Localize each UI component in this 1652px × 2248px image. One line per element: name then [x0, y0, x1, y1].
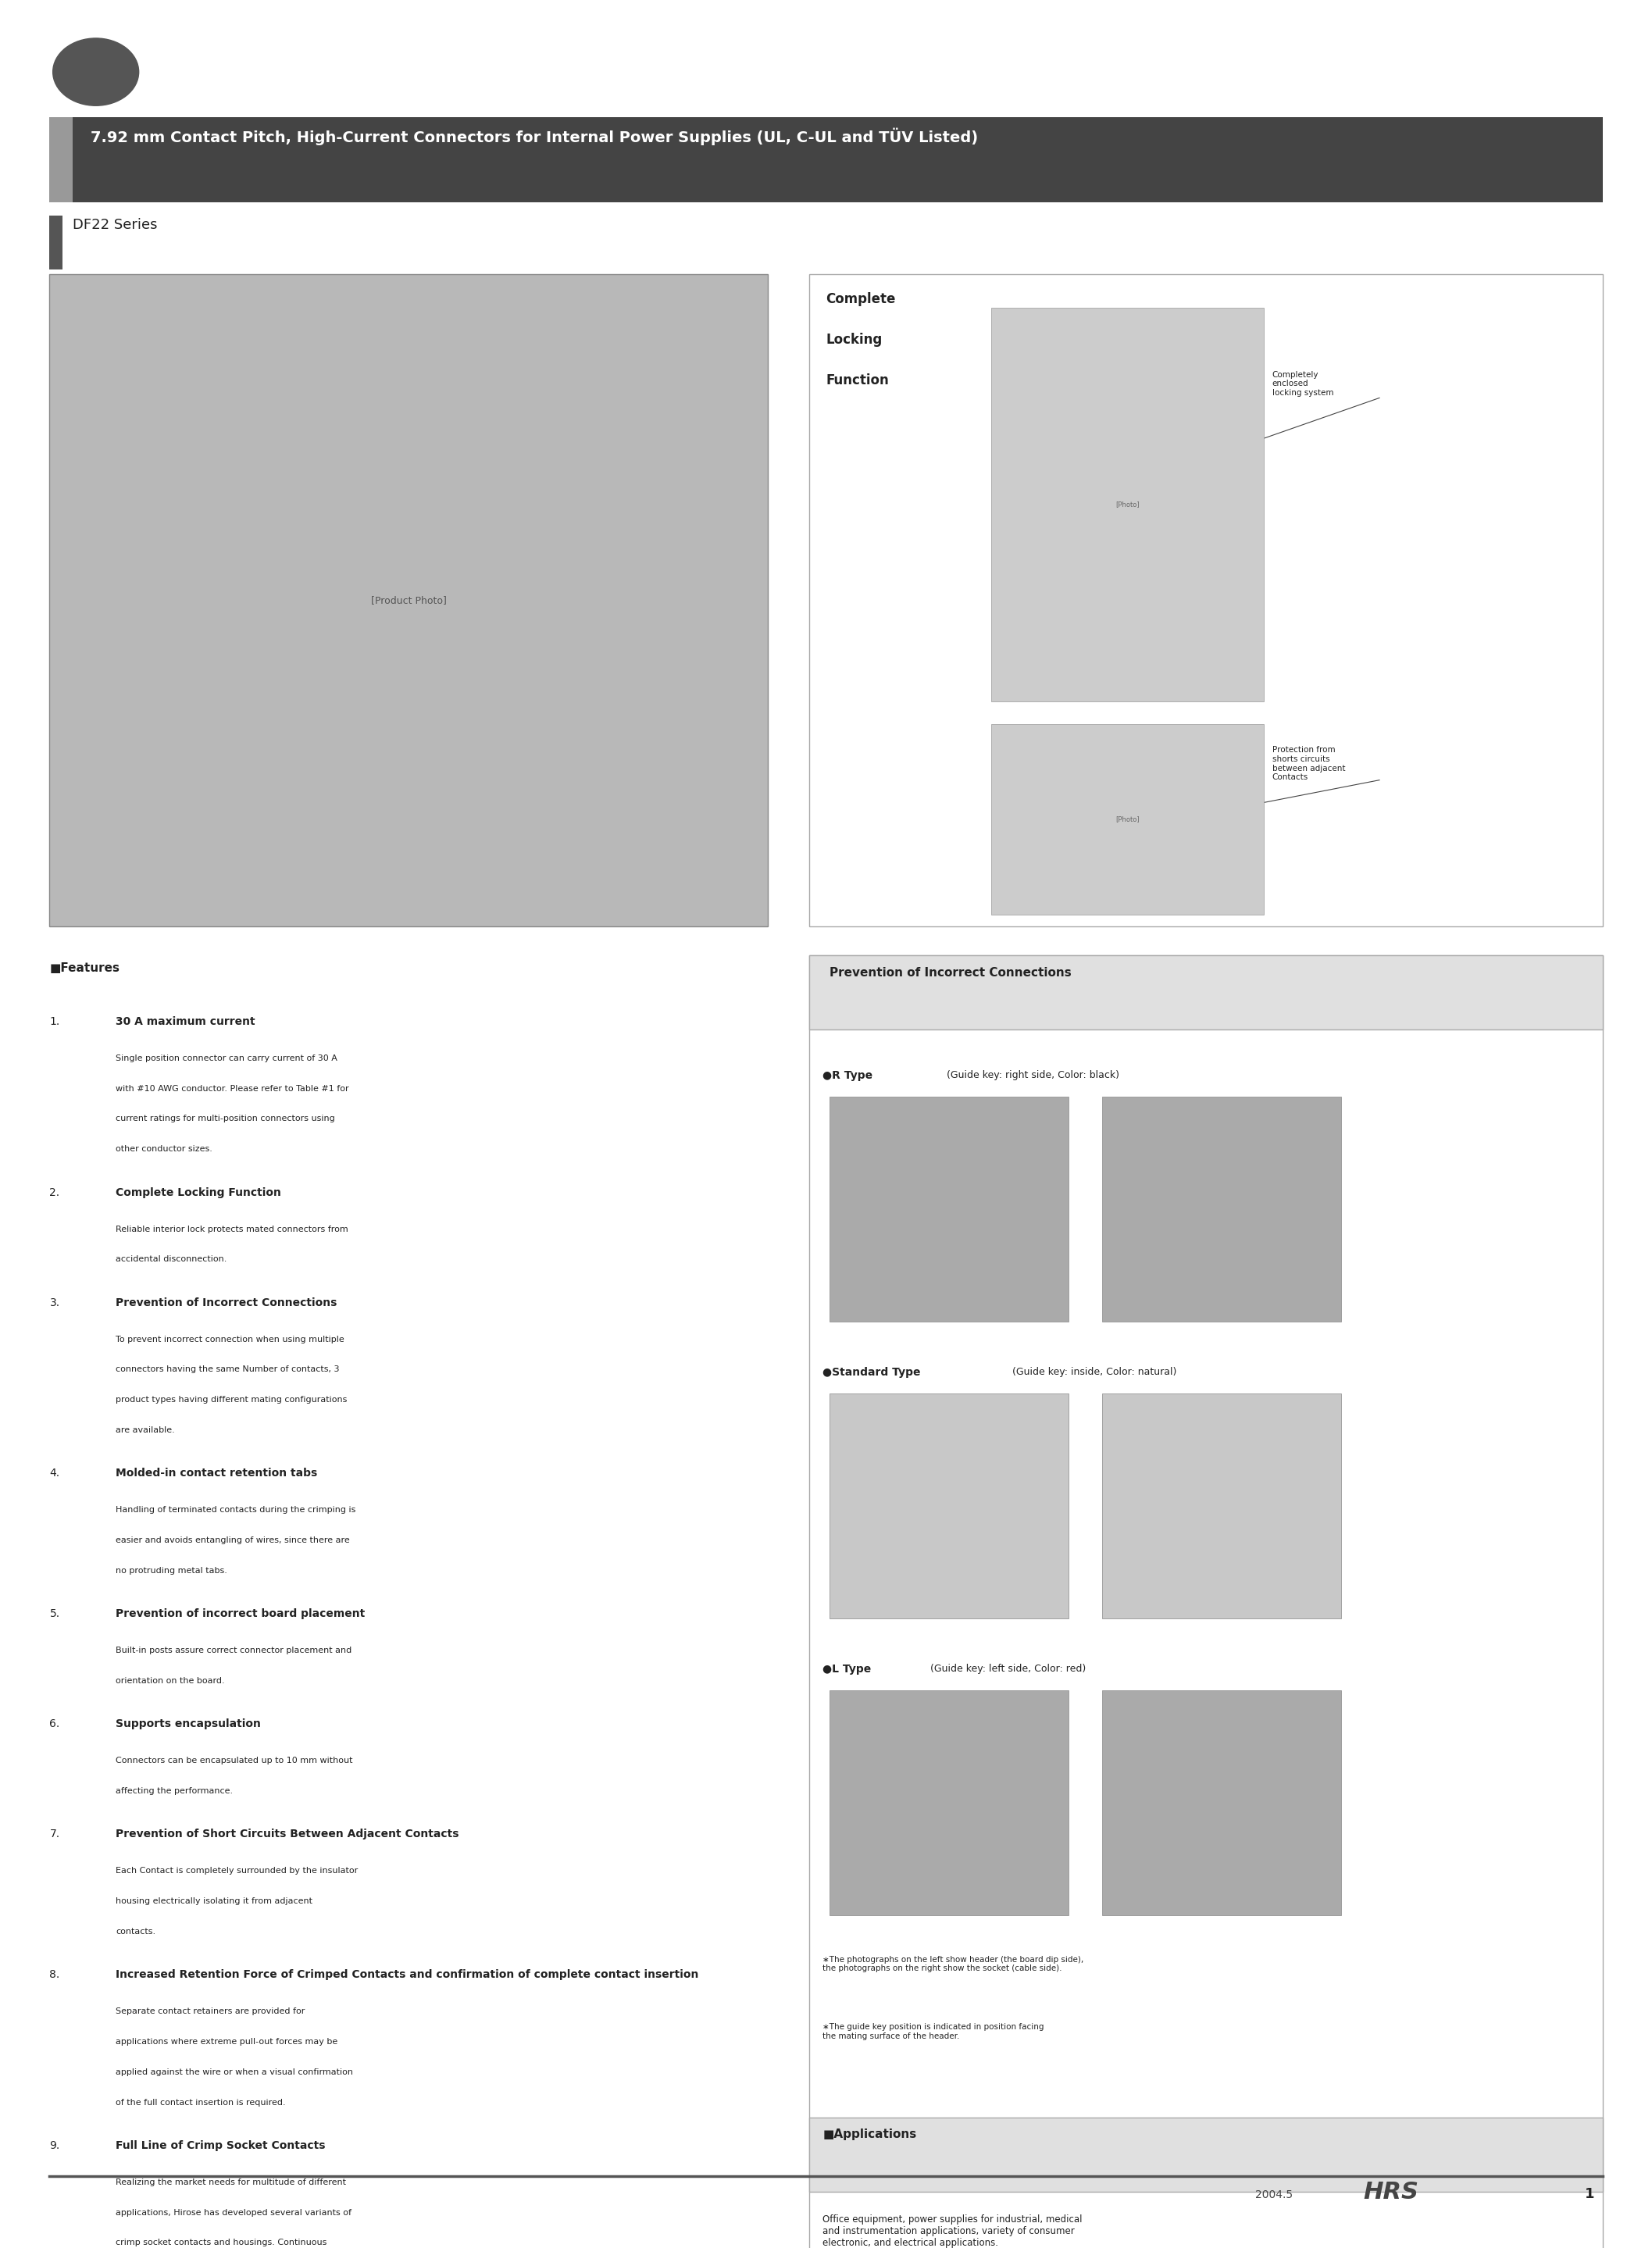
Text: current ratings for multi-position connectors using: current ratings for multi-position conne… [116, 1115, 335, 1122]
Text: 2.: 2. [50, 1187, 59, 1198]
Text: 4.: 4. [50, 1468, 59, 1479]
Text: ●L Type: ●L Type [823, 1664, 871, 1675]
FancyBboxPatch shape [50, 274, 768, 926]
Text: no protruding metal tabs.: no protruding metal tabs. [116, 1567, 228, 1574]
Text: 9.: 9. [50, 2140, 59, 2151]
Text: with #10 AWG conductor. Please refer to Table #1 for: with #10 AWG conductor. Please refer to … [116, 1086, 349, 1093]
Text: HRS: HRS [1363, 2181, 1419, 2203]
Text: Locking: Locking [826, 333, 882, 346]
Text: 5.: 5. [50, 1610, 59, 1619]
Text: applications, Hirose has developed several variants of: applications, Hirose has developed sever… [116, 2210, 352, 2217]
Text: NEW: NEW [86, 56, 106, 63]
Text: ∗The guide key position is indicated in position facing
the mating surface of th: ∗The guide key position is indicated in … [823, 2023, 1044, 2041]
FancyBboxPatch shape [809, 955, 1602, 2248]
Text: 1.: 1. [50, 1016, 59, 1027]
Text: 1: 1 [1584, 2187, 1594, 2201]
Text: 3.: 3. [50, 1297, 59, 1308]
Text: (Guide key: inside, Color: natural): (Guide key: inside, Color: natural) [1013, 1367, 1176, 1378]
Text: ■Features: ■Features [50, 962, 121, 973]
Text: Complete: Complete [826, 292, 895, 306]
Text: ●R Type: ●R Type [823, 1070, 872, 1081]
Text: [Photo]: [Photo] [1115, 816, 1140, 823]
Text: easier and avoids entangling of wires, since there are: easier and avoids entangling of wires, s… [116, 1538, 350, 1544]
Text: contacts.: contacts. [116, 1929, 155, 1936]
Text: Realizing the market needs for multitude of different: Realizing the market needs for multitude… [116, 2178, 345, 2185]
Text: Prevention of Short Circuits Between Adjacent Contacts: Prevention of Short Circuits Between Adj… [116, 1830, 459, 1839]
FancyBboxPatch shape [991, 308, 1264, 701]
Text: applied against the wire or when a visual confirmation: applied against the wire or when a visua… [116, 2068, 354, 2075]
FancyBboxPatch shape [829, 1097, 1069, 1322]
Text: crimp socket contacts and housings. Continuous: crimp socket contacts and housings. Cont… [116, 2239, 327, 2246]
FancyBboxPatch shape [1102, 1097, 1341, 1322]
Text: Protection from
shorts circuits
between adjacent
Contacts: Protection from shorts circuits between … [1272, 746, 1345, 782]
Text: Office equipment, power supplies for industrial, medical
and instrumentation app: Office equipment, power supplies for ind… [823, 2214, 1082, 2248]
Text: Single position connector can carry current of 30 A: Single position connector can carry curr… [116, 1054, 337, 1061]
FancyBboxPatch shape [809, 274, 1602, 926]
Text: 7.92 mm Contact Pitch, High-Current Connectors for Internal Power Supplies (UL, : 7.92 mm Contact Pitch, High-Current Conn… [91, 128, 978, 146]
Text: applications where extreme pull-out forces may be: applications where extreme pull-out forc… [116, 2039, 337, 2046]
Text: Handling of terminated contacts during the crimping is: Handling of terminated contacts during t… [116, 1506, 355, 1513]
Text: ∗The photographs on the left show header (the board dip side),
the photographs o: ∗The photographs on the left show header… [823, 1956, 1084, 1974]
Text: Reliable interior lock protects mated connectors from: Reliable interior lock protects mated co… [116, 1225, 349, 1232]
Text: Prevention of incorrect board placement: Prevention of incorrect board placement [116, 1610, 365, 1619]
Text: ●Standard Type: ●Standard Type [823, 1367, 920, 1378]
Text: 8.: 8. [50, 1969, 59, 1980]
FancyBboxPatch shape [1102, 1394, 1341, 1619]
Text: Each Contact is completely surrounded by the insulator: Each Contact is completely surrounded by… [116, 1868, 358, 1875]
FancyBboxPatch shape [809, 2118, 1602, 2192]
FancyBboxPatch shape [829, 1690, 1069, 1915]
Text: accidental disconnection.: accidental disconnection. [116, 1257, 226, 1263]
Text: Prevention of Incorrect Connections: Prevention of Incorrect Connections [116, 1297, 337, 1308]
Text: Supports encapsulation: Supports encapsulation [116, 1720, 261, 1729]
Text: other conductor sizes.: other conductor sizes. [116, 1146, 213, 1153]
Text: Prevention of Incorrect Connections: Prevention of Incorrect Connections [829, 967, 1070, 978]
Text: To prevent incorrect connection when using multiple: To prevent incorrect connection when usi… [116, 1335, 344, 1342]
Text: ■Applications: ■Applications [823, 2129, 917, 2140]
Text: Complete Locking Function: Complete Locking Function [116, 1187, 281, 1198]
FancyBboxPatch shape [50, 216, 63, 270]
Text: Connectors can be encapsulated up to 10 mm without: Connectors can be encapsulated up to 10 … [116, 1758, 352, 1765]
FancyBboxPatch shape [1102, 1690, 1341, 1915]
Text: 6.: 6. [50, 1720, 59, 1729]
Text: 7.: 7. [50, 1830, 59, 1839]
FancyBboxPatch shape [991, 724, 1264, 915]
Text: (Guide key: right side, Color: black): (Guide key: right side, Color: black) [947, 1070, 1118, 1081]
Text: [Product Photo]: [Product Photo] [372, 596, 446, 605]
FancyBboxPatch shape [809, 955, 1602, 1030]
Text: [Photo]: [Photo] [1115, 501, 1140, 508]
Ellipse shape [53, 38, 139, 106]
FancyBboxPatch shape [829, 1394, 1069, 1619]
Text: affecting the performance.: affecting the performance. [116, 1787, 233, 1794]
Text: Separate contact retainers are provided for: Separate contact retainers are provided … [116, 2007, 306, 2014]
Text: 30 A maximum current: 30 A maximum current [116, 1016, 254, 1027]
Text: product types having different mating configurations: product types having different mating co… [116, 1396, 347, 1403]
Text: Completely
enclosed
locking system: Completely enclosed locking system [1272, 371, 1333, 398]
Text: 2004.5: 2004.5 [1256, 2190, 1294, 2201]
Text: Molded-in contact retention tabs: Molded-in contact retention tabs [116, 1468, 317, 1479]
Text: are available.: are available. [116, 1427, 175, 1434]
Text: Full Line of Crimp Socket Contacts: Full Line of Crimp Socket Contacts [116, 2140, 325, 2151]
Text: DF22 Series: DF22 Series [73, 218, 157, 232]
Text: of the full contact insertion is required.: of the full contact insertion is require… [116, 2100, 286, 2106]
Text: connectors having the same Number of contacts, 3: connectors having the same Number of con… [116, 1367, 339, 1374]
FancyBboxPatch shape [50, 117, 73, 202]
Text: housing electrically isolating it from adjacent: housing electrically isolating it from a… [116, 1897, 312, 1904]
Text: Built-in posts assure correct connector placement and: Built-in posts assure correct connector … [116, 1648, 352, 1655]
Text: orientation on the board.: orientation on the board. [116, 1677, 225, 1684]
Text: Increased Retention Force of Crimped Contacts and confirmation of complete conta: Increased Retention Force of Crimped Con… [116, 1969, 699, 1980]
Text: (Guide key: left side, Color: red): (Guide key: left side, Color: red) [930, 1664, 1085, 1675]
Text: Function: Function [826, 373, 889, 387]
FancyBboxPatch shape [73, 117, 1602, 202]
